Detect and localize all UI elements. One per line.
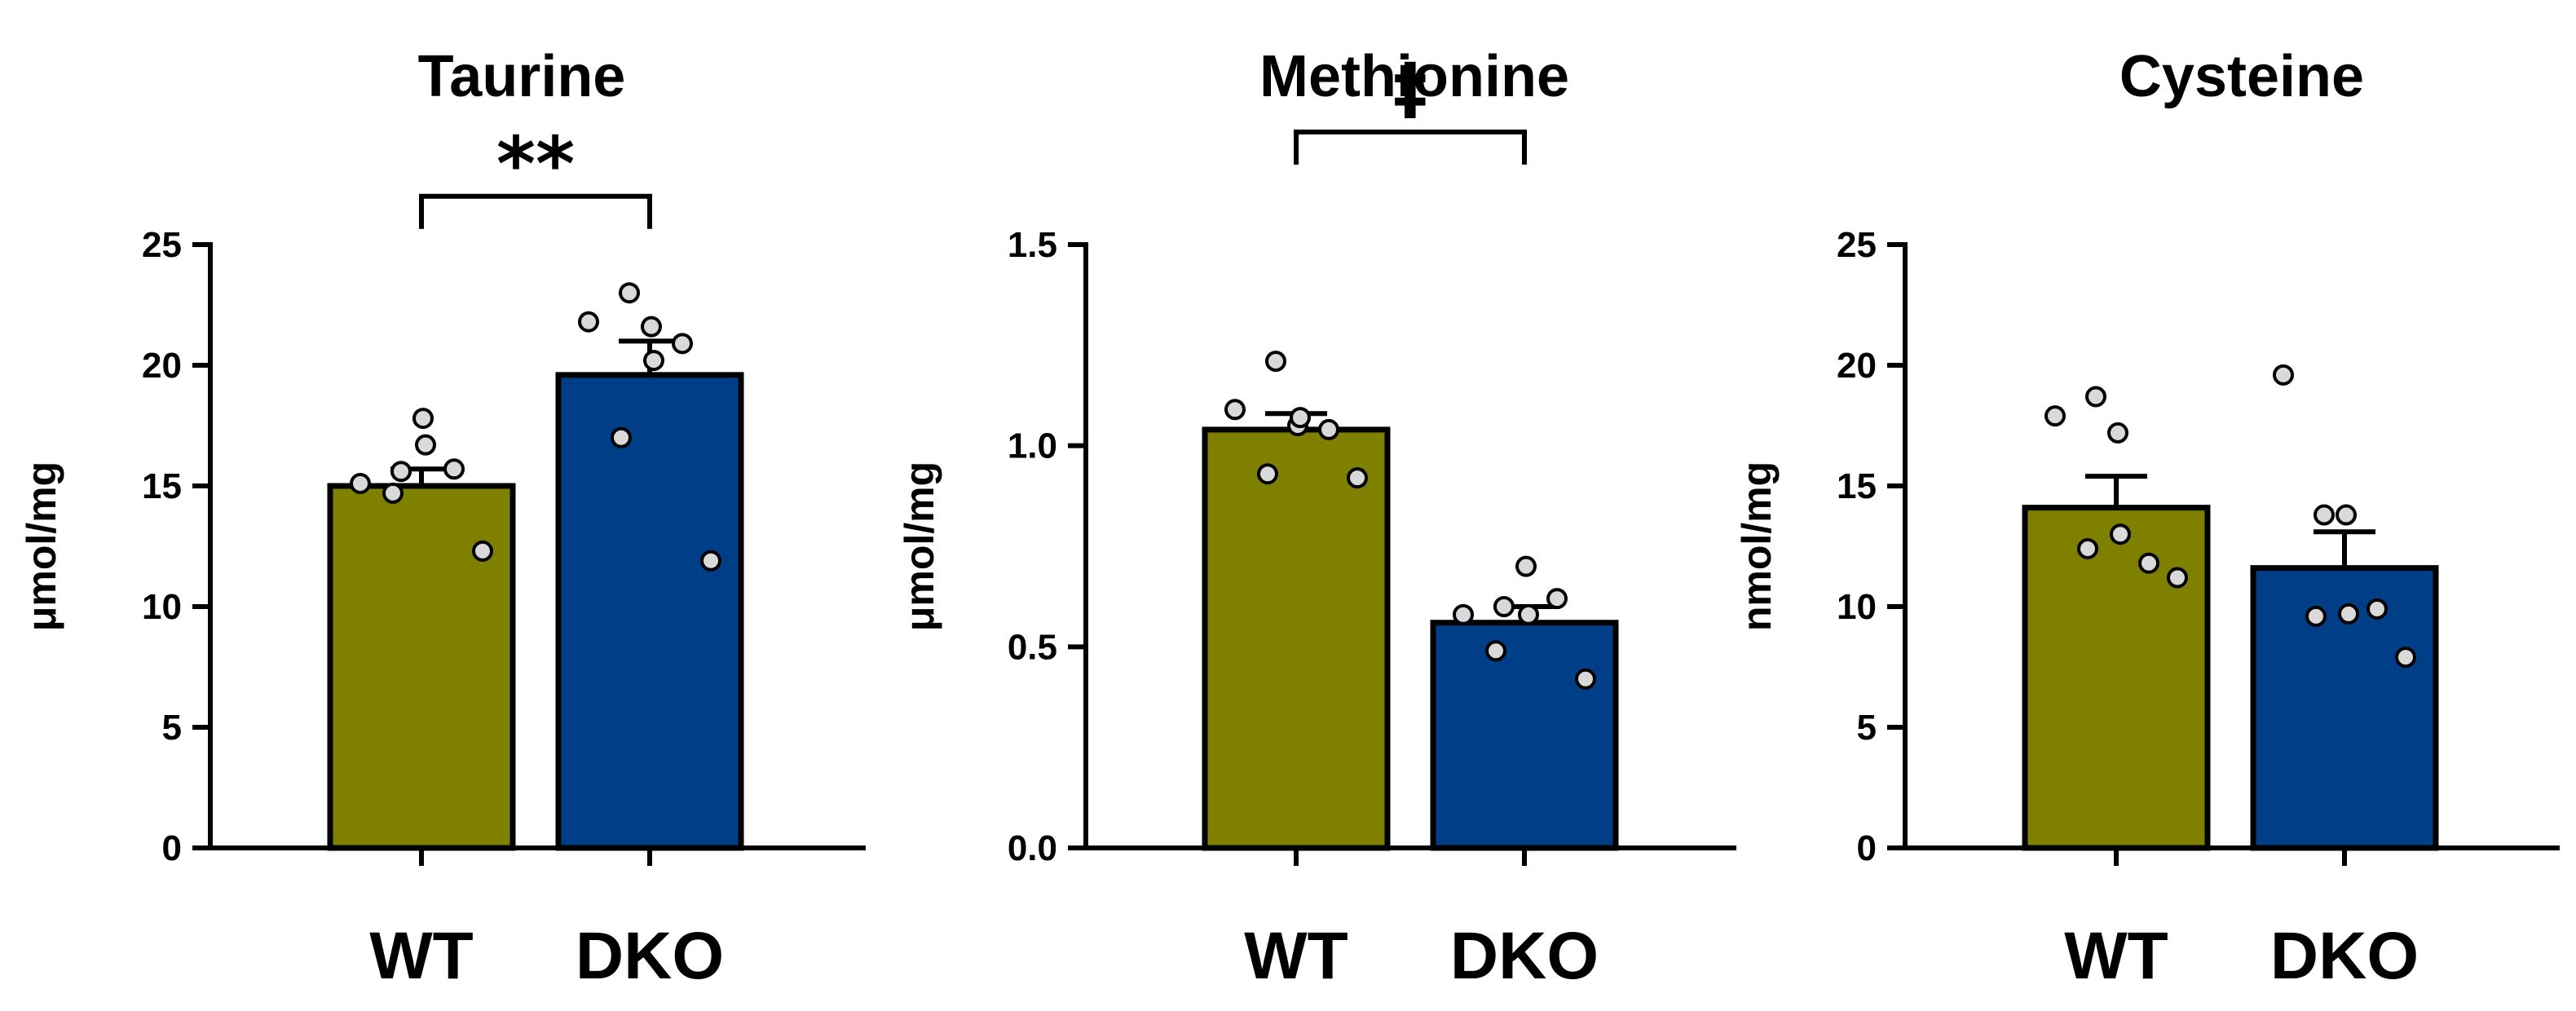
data-point-wt: [350, 473, 371, 495]
data-point-wt: [1290, 407, 1311, 429]
y-tick-label: 25: [1837, 225, 1877, 265]
data-point-dko: [1493, 596, 1515, 617]
y-tick-label: 0.5: [1008, 627, 1057, 667]
significance-label: ‡: [1393, 48, 1427, 128]
x-tick-label-wt: WT: [2064, 919, 2168, 993]
x-tick-label-dko: DKO: [2270, 919, 2419, 993]
data-point-wt: [415, 434, 436, 456]
y-tick-label: 1.0: [1008, 426, 1057, 466]
data-point-wt: [2085, 386, 2106, 408]
data-point-wt: [412, 408, 434, 430]
data-point-dko: [578, 311, 599, 333]
y-tick-label: 20: [1837, 346, 1877, 386]
x-tick-label-wt: WT: [369, 919, 473, 993]
y-tick-label: 10: [142, 587, 182, 627]
x-tick-label-dko: DKO: [576, 919, 724, 993]
data-point-dko: [643, 350, 664, 372]
data-point-wt: [2167, 567, 2188, 589]
y-axis-label: nmol/mg: [1734, 461, 1780, 631]
chart-title: Methionine: [1259, 44, 1569, 109]
data-point-wt: [390, 461, 412, 483]
bar-dko: [1430, 620, 1619, 851]
y-tick-label: 5: [162, 708, 182, 748]
y-tick-label: 25: [142, 225, 182, 265]
x-tick-label-dko: DKO: [1450, 919, 1599, 993]
y-tick-label: 0: [162, 828, 182, 868]
data-point-dko: [1515, 555, 1537, 577]
significance-bracket: [1294, 129, 1527, 165]
data-point-wt: [443, 458, 465, 480]
chart-panel-cysteine: Cysteine nmol/mg 0 5 10 15 20 25 WT DKO: [1734, 44, 2560, 993]
data-point-dko: [2395, 647, 2416, 669]
data-point-wt: [382, 482, 404, 504]
data-point-dko: [2273, 364, 2294, 386]
data-point-dko: [2305, 605, 2327, 627]
data-point-wt: [2044, 405, 2066, 427]
y-axis-label: μmol/mg: [19, 461, 64, 631]
data-point-wt: [1318, 418, 1339, 440]
data-point-dko: [672, 333, 693, 355]
bar-dko: [555, 372, 744, 851]
chart-title: Taurine: [418, 44, 626, 109]
bar-wt: [2022, 505, 2211, 851]
data-point-dko: [1453, 603, 1474, 625]
data-point-dko: [2336, 504, 2357, 526]
data-point-dko: [1485, 640, 1506, 662]
data-point-wt: [1347, 467, 1368, 489]
data-point-wt: [1265, 351, 1286, 373]
data-point-wt: [1224, 399, 1246, 421]
data-point-wt: [1257, 463, 1278, 485]
y-tick-label: 1.5: [1008, 225, 1057, 265]
y-tick-label: 20: [142, 346, 182, 386]
y-axis-label: μmol/mg: [897, 461, 942, 631]
significance-label: **: [496, 121, 575, 208]
data-point-dko: [1546, 588, 1568, 610]
data-point-dko: [700, 550, 721, 572]
data-point-dko: [2366, 598, 2388, 620]
data-point-dko: [2338, 603, 2359, 625]
data-point-wt: [2077, 537, 2098, 559]
y-tick-label: 10: [1837, 587, 1877, 627]
x-tick-label-wt: WT: [1244, 919, 1348, 993]
chart-panel-taurine: Taurine μmol/mg 0 5 10 15 20 25 WT DKO **: [19, 44, 866, 993]
significance-bracket: [419, 193, 652, 229]
data-point-wt: [2138, 552, 2159, 574]
chart-panel-methionine: Methionine μmol/mg 0.0 0.5 1.0 1.5 WT DKO ‡: [897, 44, 1736, 993]
data-point-wt: [2110, 523, 2131, 545]
y-tick-label: 15: [142, 466, 182, 506]
data-point-dko: [1518, 603, 1539, 625]
y-tick-label: 0: [1857, 828, 1877, 868]
y-tick-label: 15: [1837, 466, 1877, 506]
bar-dko: [2250, 565, 2439, 851]
bar-wt: [327, 483, 516, 851]
data-point-dko: [2314, 504, 2335, 526]
data-point-dko: [641, 316, 662, 338]
data-point-wt: [2107, 422, 2128, 444]
y-tick-label: 5: [1857, 708, 1877, 748]
data-point-dko: [619, 282, 640, 304]
data-point-wt: [472, 540, 493, 562]
data-point-dko: [611, 426, 632, 448]
y-tick-label: 0.0: [1008, 828, 1057, 868]
data-point-dko: [1575, 668, 1596, 690]
chart-title: Cysteine: [2119, 44, 2364, 109]
bar-wt: [1202, 426, 1391, 851]
